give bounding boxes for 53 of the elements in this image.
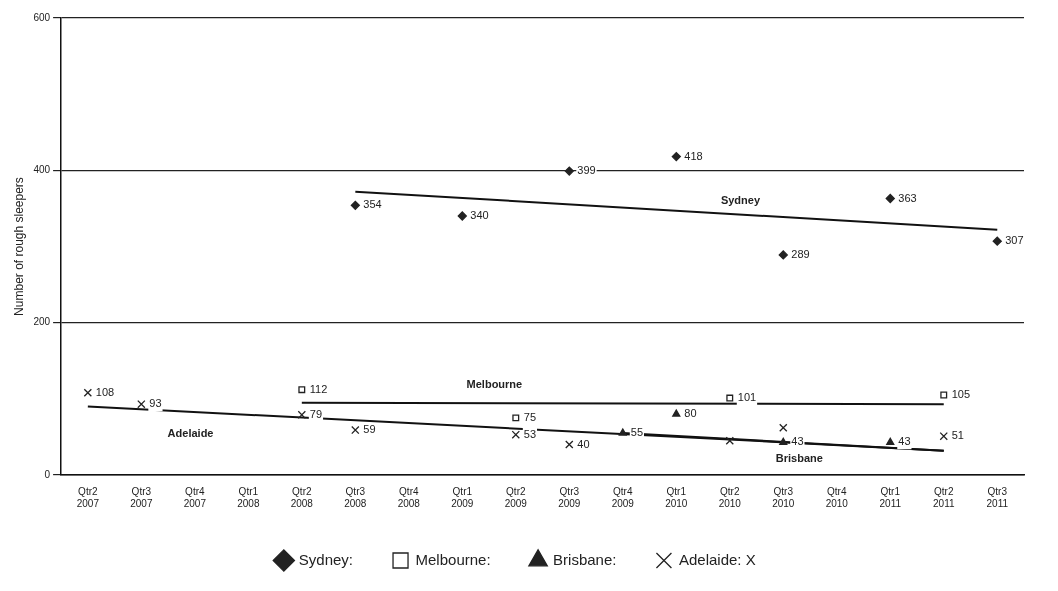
x-tick-label: Qtr4 2007: [183, 485, 207, 509]
data-label: 354: [363, 198, 382, 211]
x-tick-label: Qtr4 2009: [611, 485, 635, 509]
data-label: 40: [577, 437, 590, 450]
x-tick-label: Qtr2 2011: [933, 485, 955, 509]
data-label: 55: [630, 426, 644, 439]
series-label: Sydney: [720, 193, 761, 206]
x-tick-label: Qtr3 2009: [558, 485, 581, 509]
y-tick-label: 200: [33, 316, 51, 328]
data-label: 399: [577, 164, 596, 177]
y-tick-label: 400: [33, 164, 51, 176]
x-tick-label: Qtr1 2008: [237, 485, 260, 509]
data-label: 105: [951, 388, 971, 401]
data-label: 43: [791, 435, 804, 448]
legend-label: Sydney:: [298, 550, 354, 568]
data-label: 108: [95, 385, 115, 398]
x-tick-label: Qtr3 2011: [986, 485, 1009, 509]
x-tick-label: Qtr1 2011: [879, 485, 902, 509]
data-label: 80: [684, 407, 697, 420]
data-label: 43: [898, 435, 911, 448]
data-label: 93: [149, 397, 162, 410]
data-label: 59: [363, 423, 376, 436]
data-label: 289: [791, 247, 810, 260]
data-label: 101: [737, 391, 757, 404]
x-tick-label: Qtr3 2008: [344, 485, 367, 509]
data-label: 53: [523, 427, 537, 440]
x-tick-label: Qtr2 2008: [290, 485, 314, 509]
x-tick-label: Qtr1 2009: [451, 485, 474, 509]
x-tick-label: Qtr4 2008: [397, 485, 421, 509]
data-label: 112: [309, 382, 328, 395]
y-tick-label: 600: [33, 11, 51, 23]
legend-label: Brisbane:: [553, 550, 617, 568]
legend-label: Melbourne:: [415, 550, 491, 568]
series-label: Melbourne: [466, 378, 523, 391]
data-label: 307: [1005, 234, 1024, 247]
data-label: 79: [309, 407, 323, 420]
series-label: Adelaide: [167, 426, 214, 439]
x-tick-label: Qtr3 2007: [130, 485, 153, 509]
data-label: 75: [523, 410, 537, 423]
x-tick-label: Qtr2 2009: [504, 485, 528, 509]
x-tick-label: Qtr2 2007: [76, 485, 100, 509]
data-label: 340: [470, 209, 489, 222]
x-tick-label: Qtr1 2010: [665, 485, 688, 509]
data-label: 363: [898, 191, 917, 204]
x-tick-label: Qtr3 2010: [772, 485, 795, 509]
x-tick-label: Qtr2 2010: [718, 485, 742, 509]
legend-label: Adelaide: X: [678, 550, 756, 568]
y-axis-title: Number of rough sleepers: [11, 177, 26, 316]
data-label: 418: [684, 149, 703, 162]
data-label: 51: [951, 429, 965, 442]
x-tick-label: Qtr4 2010: [825, 485, 849, 509]
series-label: Brisbane: [775, 451, 823, 464]
y-tick-label: 0: [44, 468, 51, 480]
